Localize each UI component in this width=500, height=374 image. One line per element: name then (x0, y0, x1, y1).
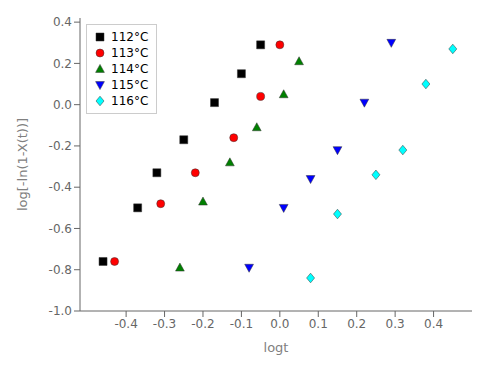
html-text:112°C: 112°C (111, 30, 149, 44)
html-text:114°C: 114°C (111, 62, 149, 76)
html-text:116°C: 116°C (111, 94, 149, 108)
svg-text:0.4: 0.4 (424, 317, 443, 331)
svg-text:-0.2: -0.2 (49, 139, 72, 153)
svg-text:log[-ln(1-X(t))]: log[-ln(1-X(t))] (15, 118, 30, 211)
svg-text:0.0: 0.0 (270, 317, 289, 331)
html-text:115°C: 115°C (111, 78, 149, 92)
svg-text:-0.3: -0.3 (153, 317, 176, 331)
svg-text:-0.4: -0.4 (49, 180, 72, 194)
svg-text:0.1: 0.1 (309, 317, 328, 331)
svg-text:-0.2: -0.2 (191, 317, 214, 331)
svg-text:-0.1: -0.1 (230, 317, 253, 331)
svg-text:-0.4: -0.4 (114, 317, 137, 331)
svg-text:-0.8: -0.8 (49, 263, 72, 277)
svg-text:-0.6: -0.6 (49, 222, 72, 236)
svg-text:logt: logt (264, 340, 289, 355)
svg-text:0.4: 0.4 (53, 15, 72, 29)
svg-text:0.2: 0.2 (347, 317, 366, 331)
svg-text:0.2: 0.2 (53, 57, 72, 71)
svg-text:-1.0: -1.0 (49, 304, 72, 318)
svg-text:0.0: 0.0 (53, 98, 72, 112)
svg-text:0.3: 0.3 (386, 317, 405, 331)
html-text:113°C: 113°C (111, 46, 149, 60)
